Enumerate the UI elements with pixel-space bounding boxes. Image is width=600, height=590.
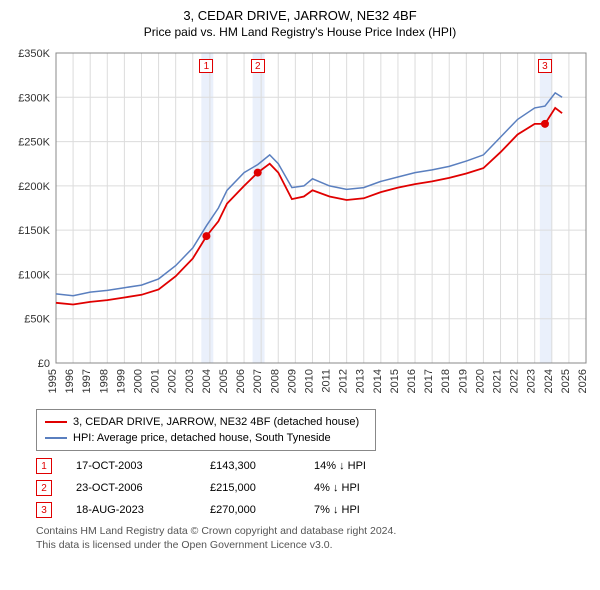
svg-text:2011: 2011 <box>321 369 333 393</box>
svg-text:2002: 2002 <box>167 369 179 393</box>
transaction-date: 23-OCT-2006 <box>76 482 186 494</box>
svg-text:2004: 2004 <box>201 369 213 393</box>
legend-swatch <box>45 421 67 423</box>
svg-text:£50K: £50K <box>24 314 50 326</box>
transaction-row: 1 17-OCT-2003 £143,300 14% ↓ HPI <box>36 455 594 477</box>
svg-text:2003: 2003 <box>184 369 196 393</box>
transaction-badge: 1 <box>36 458 52 474</box>
transaction-row: 3 18-AUG-2023 £270,000 7% ↓ HPI <box>36 499 594 521</box>
svg-text:2018: 2018 <box>440 369 452 393</box>
svg-text:2007: 2007 <box>252 369 264 393</box>
svg-text:2013: 2013 <box>355 369 367 393</box>
transactions-table: 1 17-OCT-2003 £143,300 14% ↓ HPI 2 23-OCT-200… <box>36 455 594 521</box>
svg-text:2005: 2005 <box>218 369 230 393</box>
svg-text:2026: 2026 <box>577 369 589 393</box>
transaction-price: £215,000 <box>210 482 290 494</box>
chart-title: 3, CEDAR DRIVE, JARROW, NE32 4BF <box>6 8 594 23</box>
svg-text:2024: 2024 <box>543 369 555 393</box>
transaction-date: 18-AUG-2023 <box>76 504 186 516</box>
svg-text:2012: 2012 <box>338 369 350 393</box>
svg-text:2006: 2006 <box>235 369 247 393</box>
svg-text:1998: 1998 <box>98 369 110 393</box>
svg-text:£0: £0 <box>38 358 50 370</box>
svg-text:£350K: £350K <box>18 48 50 60</box>
line-chart-svg: £0 £50K £100K £150K £200K £250K £300K £350K 1995… <box>6 43 594 403</box>
footnote-line-1: Contains HM Land Registry data © Crown c… <box>36 525 594 539</box>
transaction-delta: 4% ↓ HPI <box>314 482 394 494</box>
transaction-row: 2 23-OCT-2006 £215,000 4% ↓ HPI <box>36 477 594 499</box>
transaction-price: £270,000 <box>210 504 290 516</box>
svg-text:2009: 2009 <box>286 369 298 393</box>
legend-label: HPI: Average price, detached house, Sout… <box>73 432 331 444</box>
svg-text:2017: 2017 <box>423 369 435 393</box>
transaction-price: £143,300 <box>210 460 290 472</box>
transaction-delta: 14% ↓ HPI <box>314 460 394 472</box>
transaction-date: 17-OCT-2003 <box>76 460 186 472</box>
svg-text:2020: 2020 <box>474 369 486 393</box>
svg-text:1995: 1995 <box>47 369 59 393</box>
svg-text:2010: 2010 <box>303 369 315 393</box>
legend: 3, CEDAR DRIVE, JARROW, NE32 4BF (detach… <box>36 409 376 451</box>
chart-container: 3, CEDAR DRIVE, JARROW, NE32 4BF Price p… <box>0 0 600 590</box>
svg-text:£200K: £200K <box>18 181 50 193</box>
svg-text:2022: 2022 <box>509 369 521 393</box>
svg-text:1997: 1997 <box>81 369 93 393</box>
svg-text:1999: 1999 <box>115 369 127 393</box>
svg-text:2016: 2016 <box>406 369 418 393</box>
svg-text:2025: 2025 <box>560 369 572 393</box>
transaction-badge: 2 <box>36 480 52 496</box>
transaction-badge: 3 <box>36 502 52 518</box>
svg-text:2000: 2000 <box>132 369 144 393</box>
svg-text:2014: 2014 <box>372 369 384 393</box>
svg-text:2015: 2015 <box>389 369 401 393</box>
legend-item: HPI: Average price, detached house, Sout… <box>45 430 367 446</box>
svg-text:2023: 2023 <box>526 369 538 393</box>
svg-text:1996: 1996 <box>64 369 76 393</box>
svg-text:£300K: £300K <box>18 92 50 104</box>
sale-marker-badge: 1 <box>199 59 213 73</box>
svg-text:£150K: £150K <box>18 225 50 237</box>
legend-item: 3, CEDAR DRIVE, JARROW, NE32 4BF (detach… <box>45 414 367 430</box>
svg-text:£100K: £100K <box>18 269 50 281</box>
footnote: Contains HM Land Registry data © Crown c… <box>36 525 594 552</box>
legend-swatch <box>45 437 67 439</box>
chart-subtitle: Price paid vs. HM Land Registry's House … <box>6 25 594 39</box>
footnote-line-2: This data is licensed under the Open Gov… <box>36 539 594 553</box>
svg-text:2019: 2019 <box>457 369 469 393</box>
legend-label: 3, CEDAR DRIVE, JARROW, NE32 4BF (detach… <box>73 416 359 428</box>
sale-marker-badge: 2 <box>251 59 265 73</box>
svg-text:2001: 2001 <box>150 369 162 393</box>
svg-text:2008: 2008 <box>269 369 281 393</box>
svg-text:2021: 2021 <box>492 369 504 393</box>
transaction-delta: 7% ↓ HPI <box>314 504 394 516</box>
chart-plot-area: £0 £50K £100K £150K £200K £250K £300K £350K 1995… <box>6 43 594 403</box>
svg-text:£250K: £250K <box>18 137 50 149</box>
sale-marker-badge: 3 <box>538 59 552 73</box>
